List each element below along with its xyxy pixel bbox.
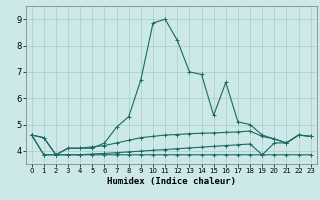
- X-axis label: Humidex (Indice chaleur): Humidex (Indice chaleur): [107, 177, 236, 186]
